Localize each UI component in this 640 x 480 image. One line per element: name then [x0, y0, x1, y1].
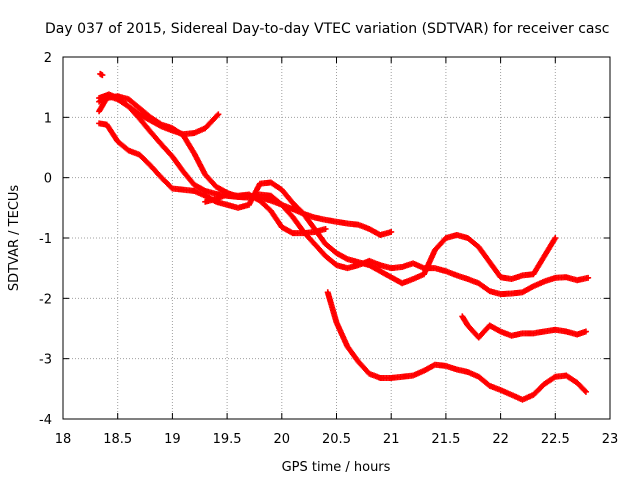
x-axis-label: GPS time / hours: [282, 460, 391, 475]
data-point: [388, 228, 395, 235]
series-track-g: [324, 289, 589, 403]
chart-title: Day 037 of 2015, Sidereal Day-to-day VTE…: [45, 21, 609, 37]
data-point: [585, 274, 592, 281]
x-tick-label: 21.5: [431, 432, 460, 447]
x-tick-label: 22: [492, 432, 509, 447]
y-tick-label: -3: [39, 353, 52, 368]
x-tick-label: 22.5: [541, 432, 570, 447]
data-point: [582, 328, 589, 335]
x-tick-label: 19.5: [213, 432, 242, 447]
y-axis-label: SDTVAR / TECUs: [7, 185, 22, 292]
x-tick-label: 18: [55, 432, 72, 447]
data-point: [581, 387, 588, 394]
series-track-a: [97, 70, 106, 79]
y-tick-label: 2: [44, 51, 52, 66]
y-tick-label: -4: [39, 413, 52, 428]
series-track-d: [96, 93, 592, 298]
data-point: [322, 225, 329, 232]
x-tick-label: 20: [274, 432, 291, 447]
data-marks: [96, 70, 592, 403]
series-track-e: [96, 120, 559, 287]
y-tick-label: 1: [44, 111, 52, 126]
data-point: [552, 235, 559, 241]
data-point: [582, 388, 589, 395]
series-track-h: [459, 313, 589, 341]
axis-ticks: 18 18.5 19 19.5 20 20.5 21 21.5 22 22.5 23210-1-2-…: [39, 51, 618, 447]
series-track-f: [202, 191, 329, 237]
data-point: [99, 72, 106, 79]
x-tick-label: 23: [602, 432, 619, 447]
x-tick-label: 21: [383, 432, 400, 447]
x-tick-label: 19: [164, 432, 181, 447]
data-point: [214, 112, 221, 119]
data-point: [215, 111, 222, 118]
x-tick-label: 20.5: [322, 432, 351, 447]
y-tick-label: 0: [44, 172, 52, 187]
x-tick-label: 18.5: [103, 432, 132, 447]
y-tick-label: -1: [39, 232, 52, 247]
y-tick-label: -2: [39, 292, 52, 307]
